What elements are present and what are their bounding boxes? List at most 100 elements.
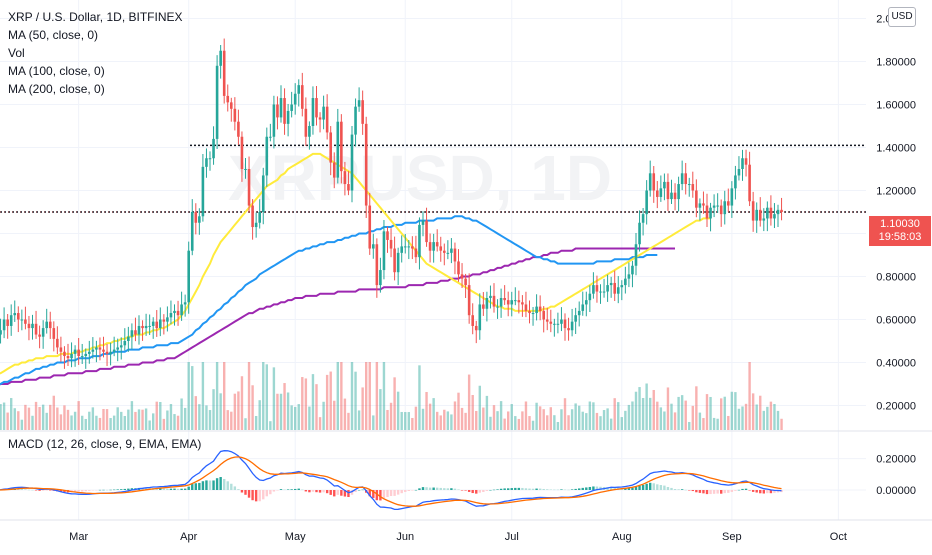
macd-histogram-bar [347, 490, 350, 497]
candle-body [492, 295, 496, 307]
macd-histogram-bar [169, 488, 173, 490]
macd-histogram-bar [187, 486, 190, 490]
volume-bar [691, 405, 694, 430]
macd-histogram-bar [127, 488, 130, 490]
candle-body [709, 207, 712, 219]
candle-body [482, 304, 485, 309]
volume-bar [176, 415, 180, 430]
candle-body [712, 205, 716, 208]
candle-body [545, 319, 549, 322]
volume-bar [265, 364, 268, 430]
volume-bar [716, 418, 719, 430]
volume-bar [599, 416, 602, 430]
legend-title[interactable]: XRP / U.S. Dollar, 1D, BITFINEX [8, 10, 183, 24]
macd-histogram-bar [627, 488, 631, 490]
macd-histogram-bar [223, 478, 226, 490]
candle-body [0, 330, 2, 335]
volume-bar [684, 400, 687, 430]
volume-bar [144, 408, 148, 430]
volume-bar [98, 417, 102, 430]
macd-histogram-bar [418, 488, 421, 490]
macd-histogram-bar [670, 487, 673, 490]
macd-legend[interactable]: MACD (12, 26, close, 9, EMA, EMA) [8, 437, 202, 451]
candle-body [361, 100, 364, 124]
candle-body [673, 192, 677, 200]
candle-body [723, 201, 727, 215]
volume-bar [563, 398, 567, 430]
macd-histogram-bar [773, 490, 776, 493]
macd-histogram-bar [265, 490, 268, 497]
macd-histogram-bar [325, 490, 329, 494]
macd-histogram-bar [748, 490, 751, 491]
macd-histogram-bar [560, 489, 563, 490]
macd-histogram-bar [688, 490, 691, 491]
candle-body [212, 138, 215, 159]
volume-bar [677, 396, 680, 430]
macd-histogram-bar [428, 487, 432, 490]
candle-body [524, 304, 528, 311]
volume-bar [91, 407, 95, 430]
candle-body [418, 224, 421, 258]
volume-bar [496, 411, 499, 430]
candle-body [389, 239, 393, 249]
macd-histogram-bar [230, 483, 233, 490]
macd-histogram-bar [599, 486, 602, 490]
candle-body [169, 313, 173, 318]
volume-bar [0, 404, 2, 430]
volume-bar [396, 391, 400, 430]
macd-histogram-bar [333, 490, 336, 497]
macd-histogram-bar [318, 490, 322, 493]
macd-histogram-bar [641, 484, 645, 490]
macd-histogram-bar [762, 490, 765, 494]
macd-histogram-bar [649, 482, 652, 490]
candle-body [329, 132, 332, 163]
macd-histogram-bar [535, 488, 538, 490]
volume-bar [638, 387, 641, 430]
time-axis-label: Jun [396, 531, 414, 543]
macd-histogram-bar [443, 488, 446, 490]
candle-body [226, 95, 230, 103]
volume-bar [709, 396, 712, 430]
volume-bar [336, 362, 339, 430]
candle-body [560, 319, 563, 324]
candle-body [663, 181, 666, 189]
legend-ma50[interactable]: MA (50, close, 0) [8, 28, 99, 42]
volume-bar [162, 418, 166, 430]
volume-bar [372, 415, 375, 430]
candle-body [134, 330, 137, 335]
legend-vol[interactable]: Vol [8, 46, 25, 60]
candle-body [396, 252, 400, 273]
macd-histogram-bar [294, 488, 297, 490]
currency-button[interactable]: USD [888, 7, 916, 27]
macd-histogram-bar [215, 478, 219, 490]
macd-histogram-bar [588, 486, 592, 490]
legend-ma100[interactable]: MA (100, close, 0) [8, 64, 105, 78]
volume-bar [443, 409, 446, 430]
candle-body [144, 325, 148, 329]
macd-histogram-bar [159, 488, 162, 490]
candle-body [474, 325, 478, 331]
volume-bar [215, 362, 219, 430]
macd-histogram-bar [98, 489, 102, 491]
candle-body [116, 347, 119, 350]
candle-body [648, 173, 652, 191]
volume-bar [595, 412, 599, 430]
volume-bar [340, 362, 343, 430]
candle-body [616, 287, 620, 294]
volume-bar [737, 408, 741, 430]
macd-histogram-bar [759, 490, 762, 494]
volume-bar [741, 406, 744, 430]
candle-body [542, 310, 545, 320]
macd-histogram-bar [49, 490, 52, 491]
macd-axis-label: 0.20000 [876, 454, 916, 466]
candle-body [453, 248, 457, 262]
legend-ma200[interactable]: MA (200, close, 0) [8, 82, 105, 96]
macd-histogram-bar [304, 490, 308, 492]
macd-histogram-bar [698, 490, 702, 493]
candle-body [350, 134, 354, 191]
volume-bar [556, 421, 560, 430]
volume-bar [578, 405, 581, 430]
macd-histogram-bar [457, 489, 460, 490]
